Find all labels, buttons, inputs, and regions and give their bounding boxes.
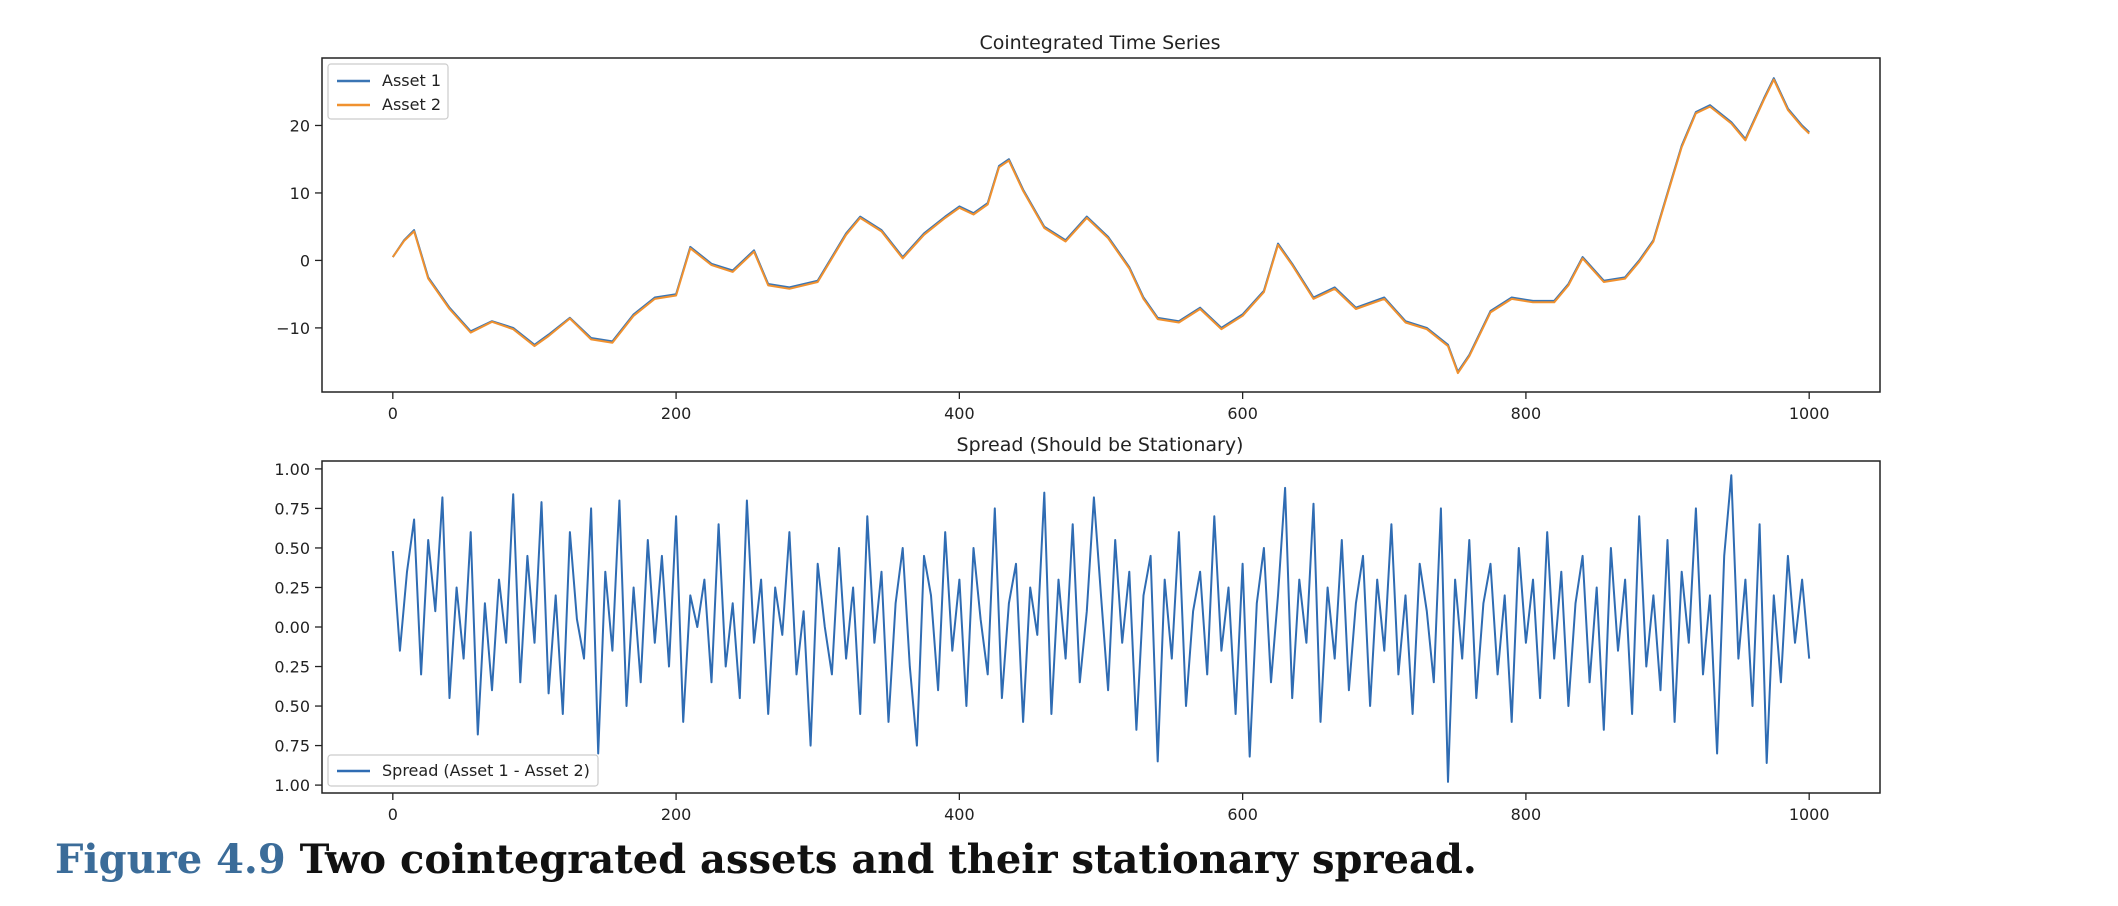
y-tick-label: 0.75 [274, 499, 310, 518]
legend: Spread (Asset 1 - Asset 2) [327, 754, 599, 787]
x-tick-label: 800 [1511, 805, 1542, 824]
x-tick-label: 200 [661, 404, 692, 423]
series-line-spread-asset-1-asset-2 [391, 474, 1811, 783]
plot-area-frame [321, 460, 1881, 794]
x-tick-label: 1000 [1789, 404, 1830, 423]
legend-box [327, 754, 599, 787]
chart-title: Spread (Should be Stationary) [957, 434, 1244, 456]
chart-spread: Spread (Should be Stationary) 1.00 0.75 0.… [274, 434, 1881, 824]
series-lines [391, 77, 1810, 375]
x-axis: 0 200 400 600 800 1000 [388, 793, 1830, 824]
y-tick-label: 0.00 [274, 618, 310, 637]
x-tick-label: 1000 [1789, 805, 1830, 824]
x-tick-label: 800 [1511, 404, 1542, 423]
plot-area-frame [321, 57, 1881, 393]
y-tick-label: 10 [290, 184, 310, 203]
x-tick-label: 600 [1227, 404, 1258, 423]
x-tick-label: 600 [1227, 805, 1258, 824]
y-tick-label: 0.25 [274, 578, 310, 597]
figure-caption: Figure 4.9 Two cointegrated assets and t… [55, 836, 1477, 883]
y-tick-label: 0.50 [274, 697, 310, 716]
legend-label-spread: Spread (Asset 1 - Asset 2) [382, 761, 590, 780]
chart-title: Cointegrated Time Series [979, 32, 1220, 54]
y-tick-label: 1.00 [274, 460, 310, 479]
x-tick-label: 0 [388, 805, 398, 824]
figure-number: Figure 4.9 [55, 836, 286, 883]
y-tick-label: 20 [290, 116, 310, 135]
y-axis: 1.00 0.75 0.50 0.25 0.00 0.25 0.50 0.75 1.00 [274, 460, 322, 795]
legend: Asset 1 Asset 2 [327, 63, 449, 120]
x-tick-label: 400 [944, 404, 975, 423]
legend-label-asset2: Asset 2 [382, 95, 441, 114]
figure-caption-text: Two cointegrated assets and their statio… [285, 836, 1477, 883]
x-axis: 0 200 400 600 800 1000 [388, 392, 1830, 423]
y-tick-label: 0.25 [274, 658, 310, 677]
series-lines [391, 474, 1811, 783]
y-tick-label: 0 [300, 251, 310, 270]
x-tick-label: 0 [388, 404, 398, 423]
series-line-asset-2 [391, 78, 1810, 375]
y-tick-label: 0.50 [274, 539, 310, 558]
y-tick-label: 1.00 [274, 776, 310, 795]
chart-cointegrated-series: Cointegrated Time Series −10 0 10 20 0 200 40… [276, 32, 1881, 423]
legend-label-asset1: Asset 1 [382, 71, 441, 90]
x-tick-label: 400 [944, 805, 975, 824]
y-axis: −10 0 10 20 [276, 116, 322, 338]
y-tick-label: −10 [276, 319, 310, 338]
y-tick-label: 0.75 [274, 737, 310, 756]
series-line-asset-1 [391, 77, 1810, 373]
x-tick-label: 200 [661, 805, 692, 824]
